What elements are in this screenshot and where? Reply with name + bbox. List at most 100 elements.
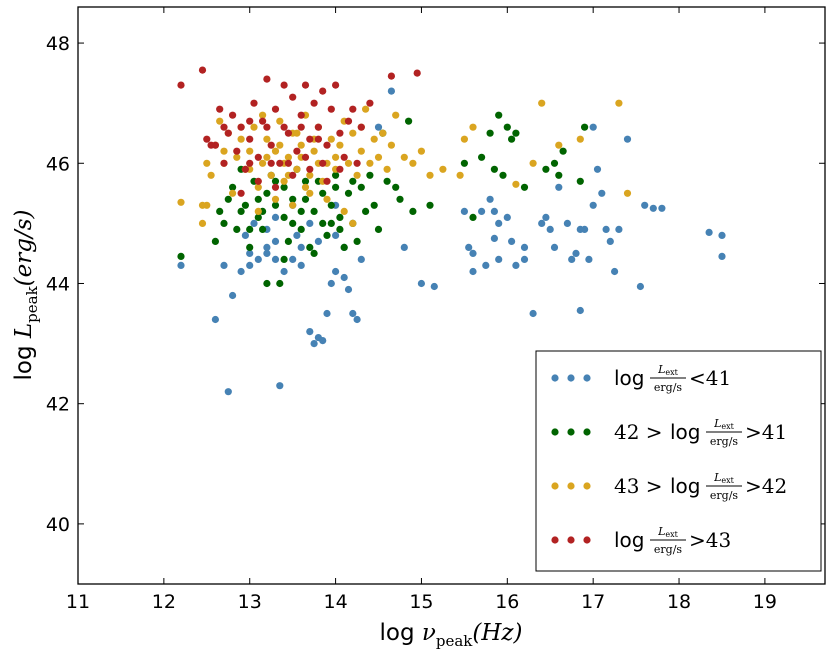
data-point-s3-5 [220, 159, 228, 167]
data-point-s0-1 [211, 315, 219, 324]
data-point-s2-44 [387, 141, 395, 149]
data-point-s1-72 [246, 225, 254, 233]
data-point-s1-34 [353, 237, 361, 245]
data-point-s0-52 [508, 237, 516, 245]
data-point-s1-1 [211, 237, 219, 245]
data-point-s1-77 [297, 207, 305, 215]
data-point-s1-64 [254, 195, 262, 203]
data-point-s2-53 [469, 123, 477, 131]
data-point-s1-27 [323, 231, 331, 239]
data-point-s1-68 [319, 189, 327, 197]
data-point-s1-24 [310, 207, 318, 215]
data-point-s0-48 [490, 207, 498, 215]
data-point-s2-47 [409, 159, 417, 167]
data-point-s1-5 [229, 183, 237, 191]
legend-frac-den: erg/s [654, 381, 683, 394]
data-point-s2-51 [456, 171, 464, 179]
legend-threshold: <41 [689, 366, 731, 390]
data-point-s1-44 [405, 117, 413, 125]
plot-frame [77, 6, 826, 585]
data-point-s3-8 [233, 147, 241, 155]
data-point-s2-64 [306, 189, 314, 197]
data-point-s1-80 [327, 219, 335, 227]
data-point-s0-11 [276, 382, 284, 390]
data-point-s2-54 [512, 180, 520, 188]
data-point-s0-59 [550, 243, 559, 251]
data-point-s3-23 [297, 111, 305, 119]
data-point-s3-32 [336, 129, 344, 137]
data-point-s2-62 [271, 195, 280, 203]
data-point-s0-58 [546, 225, 554, 233]
data-point-s2-82 [301, 183, 310, 191]
data-point-s0-17 [310, 340, 318, 348]
data-point-s2-31 [327, 135, 335, 143]
data-point-s0-33 [293, 231, 301, 239]
data-point-s0-89 [314, 237, 322, 245]
y-tick-label: 46 [46, 153, 70, 175]
data-point-s1-2 [216, 207, 224, 215]
data-point-s2-42 [374, 153, 383, 161]
legend-marker [583, 536, 591, 544]
data-point-s0-73 [615, 225, 623, 233]
data-point-s0-83 [490, 234, 498, 242]
data-point-s0-27 [246, 261, 254, 269]
data-point-s1-8 [241, 201, 249, 209]
data-point-s1-54 [503, 123, 511, 131]
x-tick-label: 11 [66, 591, 90, 613]
data-point-s0-20 [332, 267, 340, 276]
data-point-s2-23 [293, 165, 301, 173]
data-point-s2-5 [216, 117, 224, 125]
data-point-s3-57 [280, 123, 288, 131]
data-point-s3-48 [267, 159, 275, 167]
legend-marker [583, 374, 591, 382]
data-point-s2-38 [357, 147, 365, 155]
data-point-s3-55 [297, 123, 305, 131]
y-tick-label: 48 [46, 33, 70, 55]
data-point-s0-19 [327, 279, 335, 288]
data-point-s1-4 [224, 195, 232, 203]
data-point-s3-26 [310, 99, 318, 107]
legend-marker [583, 428, 591, 436]
points-layer [177, 66, 726, 396]
x-tick-label: 16 [495, 591, 519, 613]
data-point-s0-40 [430, 282, 438, 291]
data-point-s3-37 [366, 99, 374, 107]
data-point-s0-22 [344, 285, 353, 294]
data-point-s3-29 [323, 141, 331, 149]
data-point-s0-30 [271, 213, 280, 221]
data-point-s1-41 [383, 177, 391, 185]
data-point-s0-62 [568, 255, 576, 263]
data-point-s2-55 [529, 159, 537, 167]
data-point-s3-20 [284, 129, 292, 137]
data-point-s2-85 [198, 201, 207, 209]
data-point-s0-47 [486, 195, 494, 203]
data-point-s1-73 [237, 207, 245, 215]
data-point-s3-40 [237, 189, 245, 197]
data-point-s1-62 [581, 123, 589, 131]
data-point-s2-20 [280, 177, 288, 185]
data-point-s1-38 [370, 201, 378, 209]
data-point-s2-43 [383, 165, 391, 173]
data-point-s1-69 [332, 183, 340, 191]
data-point-s1-35 [357, 183, 365, 191]
data-point-s0-60 [555, 183, 563, 191]
data-point-s3-39 [413, 69, 421, 77]
data-point-s1-12 [259, 225, 267, 233]
data-point-s0-43 [469, 267, 477, 276]
data-point-s0-51 [503, 213, 511, 221]
data-point-s1-15 [271, 201, 280, 209]
data-point-s2-84 [379, 129, 387, 137]
data-point-s3-49 [284, 159, 292, 167]
legend-log: log [670, 474, 701, 498]
data-point-s1-42 [392, 183, 400, 191]
data-point-s0-2 [224, 388, 232, 396]
data-point-s2-68 [203, 159, 211, 167]
data-point-s0-34 [297, 261, 305, 269]
data-point-s2-36 [349, 129, 357, 137]
data-point-s0-46 [482, 261, 490, 269]
data-point-s3-44 [306, 165, 314, 173]
data-point-s0-63 [572, 249, 580, 257]
